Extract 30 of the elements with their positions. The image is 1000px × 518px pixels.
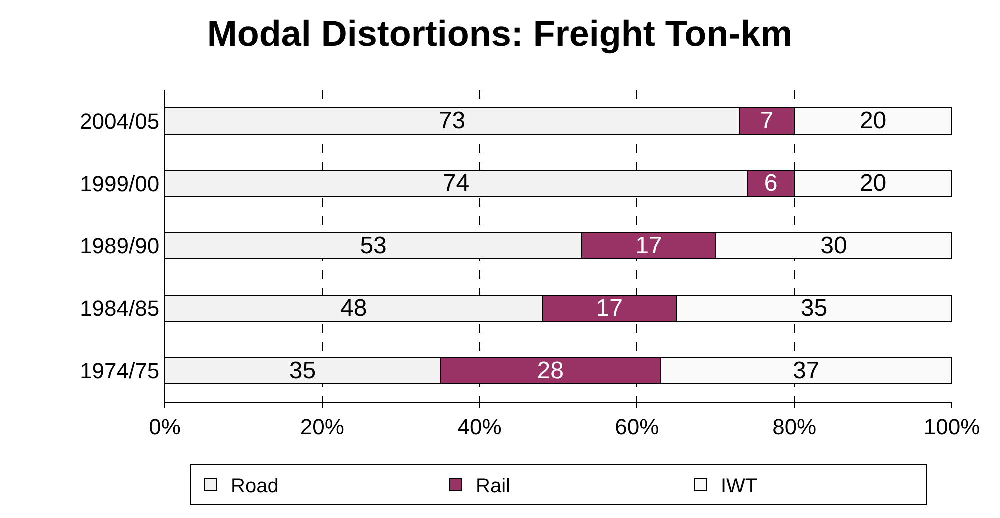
legend-label: Rail (476, 476, 510, 498)
data-label: 37 (793, 357, 820, 384)
data-label: 17 (636, 232, 662, 260)
chart-title: Modal Distortions: Freight Ton-km (207, 12, 793, 54)
x-tick-label: 20% (300, 414, 344, 440)
y-tick-label: 2004/05 (80, 108, 160, 134)
x-tick-label: 60% (615, 414, 660, 440)
y-tick-label: 1999/00 (80, 171, 160, 196)
data-label: 28 (537, 357, 564, 384)
y-tick-label: 1989/90 (80, 234, 160, 259)
data-label: 6 (764, 170, 778, 198)
y-tick-label: 1974/75 (80, 358, 160, 384)
data-label: 74 (442, 170, 470, 198)
x-tick-label: 40% (458, 414, 502, 440)
legend-label: Road (231, 476, 279, 498)
data-label: 53 (360, 232, 387, 260)
data-label: 73 (438, 108, 466, 135)
legend-label: IWT (721, 476, 758, 498)
data-label: 30 (820, 232, 848, 260)
data-label: 35 (800, 294, 828, 322)
y-tick-label: 1984/85 (80, 296, 160, 322)
x-tick-label: 0% (149, 414, 181, 440)
x-tick-label: 80% (772, 414, 817, 440)
data-label: 20 (860, 108, 887, 135)
x-tick-label: 100% (924, 414, 980, 440)
data-label: 20 (860, 170, 887, 198)
data-label: 17 (596, 294, 624, 322)
data-label: 35 (289, 357, 316, 384)
data-label: 48 (340, 294, 368, 322)
data-label: 7 (760, 108, 774, 135)
